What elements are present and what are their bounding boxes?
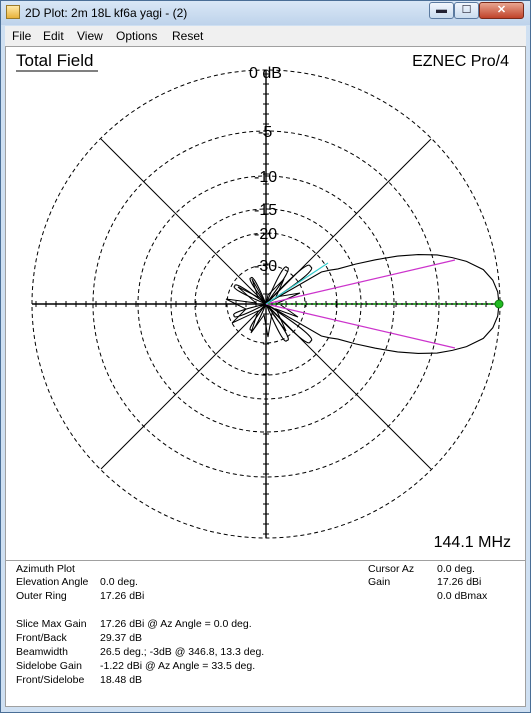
ring-label-30: -30 [254, 258, 277, 275]
info-front-back-label: Front/Back [16, 632, 67, 644]
menu-reset[interactable]: Reset [172, 29, 204, 43]
info-cursor-az-value: 0.0 deg. [437, 563, 475, 575]
cursor-marker [494, 299, 504, 309]
info-outer-ring-value: 17.26 dBi [100, 590, 145, 602]
info-gain-value: 17.26 dBi [437, 576, 482, 588]
frequency-label: 144.1 MHz [434, 534, 511, 551]
ring-label-5: -5 [258, 124, 272, 141]
title-bar[interactable]: 2D Plot: 2m 18L kf6a yagi - (2) ▬ ☐ ✕ [1, 1, 530, 25]
info-slice-max-value: 17.26 dBi @ Az Angle = 0.0 deg. [100, 618, 252, 630]
sidelobe-line [265, 262, 329, 305]
menu-file[interactable]: File [12, 29, 32, 43]
program-label: EZNEC Pro/4 [412, 53, 509, 70]
ring-label-10: -10 [254, 169, 277, 186]
info-sidelobe-label: Sidelobe Gain [16, 660, 82, 672]
ring-label-0db: 0 dB [249, 65, 282, 82]
info-azimuth-plot: Azimuth Plot [16, 563, 75, 575]
info-beamwidth-value: 26.5 deg.; -3dB @ 346.8, 13.3 deg. [100, 646, 265, 658]
menu-options[interactable]: Options [116, 29, 158, 43]
close-button[interactable]: ✕ [479, 2, 524, 19]
info-front-back-value: 29.37 dB [100, 632, 143, 644]
ring-label-15: -15 [254, 202, 277, 219]
menu-edit[interactable]: Edit [43, 29, 64, 43]
minimize-button[interactable]: ▬ [429, 2, 454, 19]
info-elevation-label: Elevation Angle [16, 576, 89, 588]
polar-plot[interactable]: Total Field EZNEC Pro/4 0 dB -5 -10 -15 … [6, 47, 527, 562]
beamwidth-line-lower [265, 303, 456, 349]
menu-bar: File Edit View Options Reset [5, 26, 526, 46]
app-icon [6, 5, 20, 19]
info-dbmax-value: 0.0 dBmax [437, 590, 488, 602]
info-front-sidelobe-label: Front/Sidelobe [16, 674, 85, 686]
info-gain-label: Gain [368, 576, 391, 588]
beamwidth-line-upper [265, 259, 456, 305]
info-elevation-value: 0.0 deg. [100, 576, 138, 588]
info-cursor-az-label: Cursor Az [368, 563, 415, 575]
back-lobes [225, 278, 301, 338]
info-panel: Azimuth Plot Elevation Angle 0.0 deg. Ou… [5, 561, 526, 707]
field-label: Total Field [16, 51, 93, 70]
info-front-sidelobe-value: 18.48 dB [100, 674, 143, 686]
info-outer-ring-label: Outer Ring [16, 590, 67, 602]
window-title: 2D Plot: 2m 18L kf6a yagi - (2) [25, 6, 188, 20]
menu-view[interactable]: View [77, 29, 103, 43]
info-beamwidth-label: Beamwidth [16, 646, 68, 658]
info-slice-max-label: Slice Max Gain [16, 618, 87, 630]
plot-area[interactable]: Total Field EZNEC Pro/4 0 dB -5 -10 -15 … [5, 46, 526, 561]
ring-label-20: -20 [254, 226, 277, 243]
maximize-button[interactable]: ☐ [454, 2, 479, 19]
info-sidelobe-value: -1.22 dBi @ Az Angle = 33.5 deg. [100, 660, 256, 672]
